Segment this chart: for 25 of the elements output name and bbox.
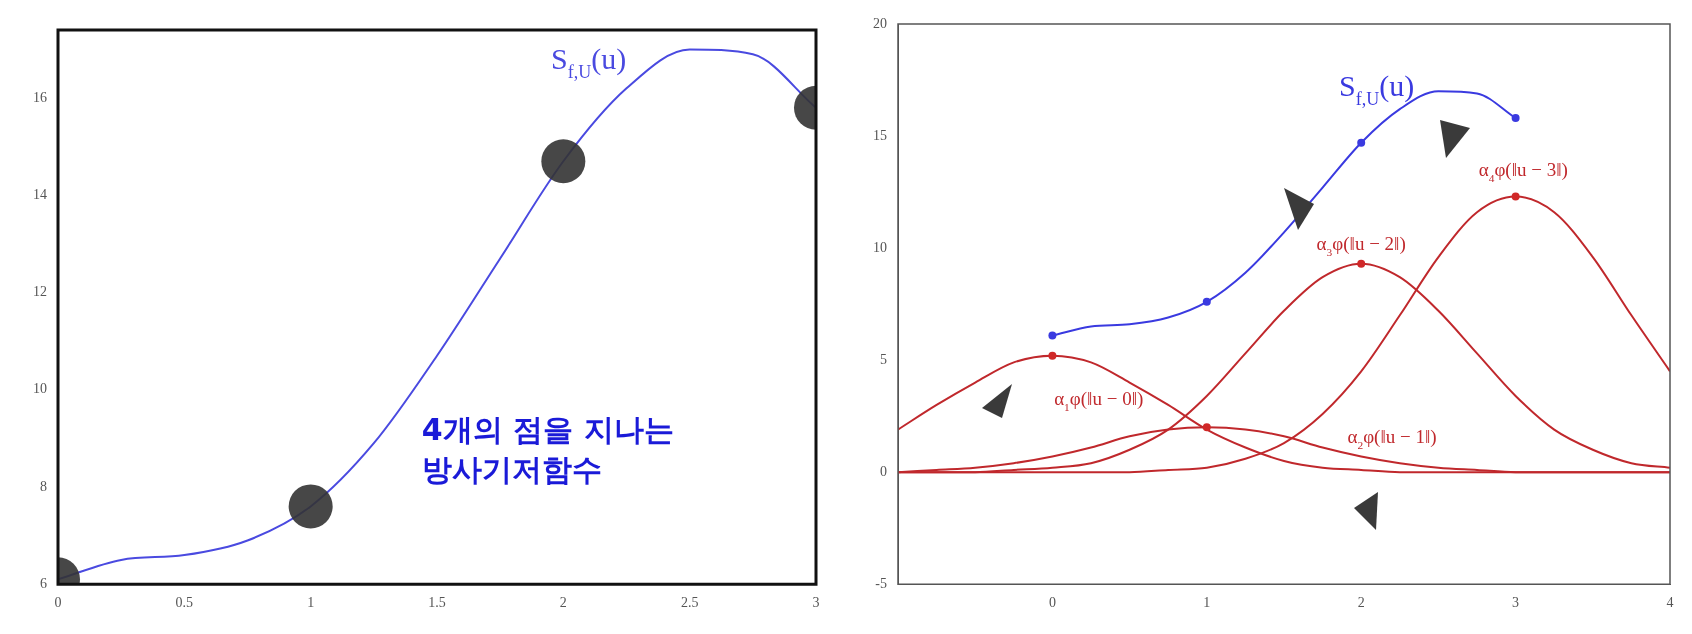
x-tick-label: 2: [559, 595, 567, 611]
y-tick-label: 10: [33, 381, 47, 397]
x-tick-label: 0: [54, 595, 62, 611]
x-tick-label: 3: [812, 595, 820, 611]
annotation: 4개의 점을 지나는 방사기저함수: [421, 412, 674, 488]
y-tick-label: 8: [40, 478, 47, 494]
x-tick-label: 2.5: [680, 595, 699, 611]
x-tick-label: 1.5: [428, 595, 446, 611]
y-tick-label: 10: [873, 239, 887, 255]
y-tick-label: 20: [873, 15, 887, 31]
x-tick-label: 4: [1666, 595, 1674, 611]
y-tick-label: 6: [40, 575, 47, 591]
x-tick-label: 0: [1048, 595, 1056, 611]
x-tick-label: 2: [1357, 595, 1365, 611]
y-tick-label: -5: [875, 575, 887, 591]
y-tick-label: 15: [873, 127, 887, 143]
x-tick-label: 1: [1203, 595, 1211, 611]
x-tick-label: 3: [1512, 595, 1520, 611]
y-tick-label: 12: [33, 284, 47, 300]
y-tick-label: 14: [33, 186, 47, 202]
y-tick-label: 16: [33, 89, 47, 105]
y-tick-label: 5: [880, 351, 887, 367]
y-tick-label: 0: [880, 463, 887, 479]
x-tick-label: 1: [307, 595, 315, 611]
x-tick-label: 0.5: [175, 595, 194, 611]
